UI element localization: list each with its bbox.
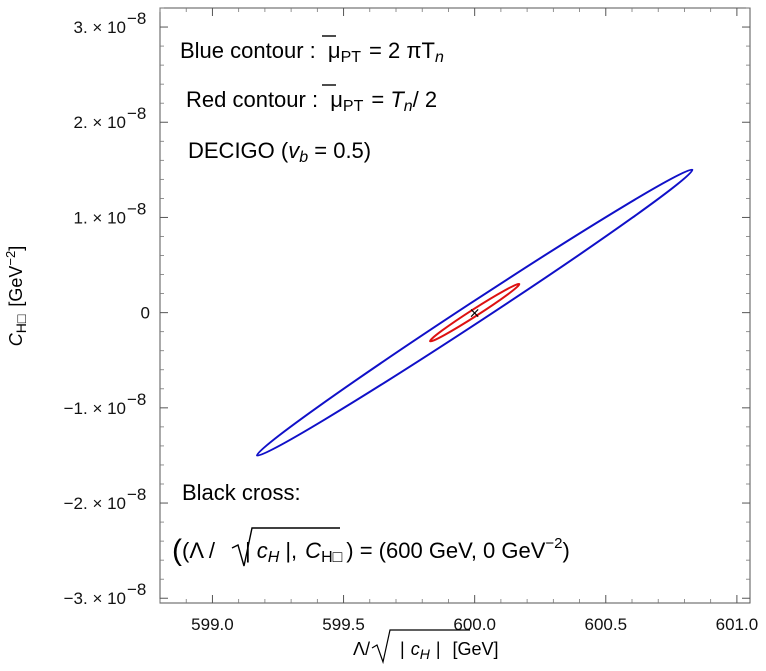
plot-frame — [159, 7, 751, 604]
x-tick-label: 599.0 — [191, 615, 234, 634]
y-tick-label-exponent: −8 — [127, 199, 146, 218]
y-tick-label: 0 — [141, 304, 150, 323]
y-tick-label-exponent: −8 — [127, 485, 146, 504]
sqrt-symbol-xlabel — [371, 629, 470, 665]
x-tick-labels: 599.0 599.5 600.0 600.5 601.0 — [191, 615, 758, 634]
y-tick-label-exponent: −8 — [127, 580, 146, 599]
x-tick-label: 600.0 — [453, 615, 496, 634]
black-cross-marker: × — [469, 306, 481, 322]
x-tick-label: 600.5 — [585, 615, 628, 634]
y-tick-label: −3. × 10 — [64, 589, 126, 608]
y-tick-labels: 3. × 10 −82. × 10 −81. × 10 −80−1. × 10 −8−2… — [64, 9, 150, 608]
x-tick-label: 599.5 — [322, 615, 365, 634]
y-tick-label: 2. × 10 — [74, 113, 126, 132]
y-tick-label-exponent: −8 — [127, 104, 146, 123]
axis-ticks — [159, 7, 750, 603]
red-contour — [429, 282, 521, 343]
y-tick-label: 3. × 10 — [74, 18, 126, 37]
annotation-cross-values: ((Λ / | cH |, CH□) = (600 GeV, 0 GeV−2) — [172, 534, 570, 567]
annotation-blue-contour: Blue contour : μPT = 2 πTn — [180, 38, 444, 66]
x-tick-label: 601.0 — [716, 615, 759, 634]
y-tick-label-exponent: −8 — [127, 390, 146, 409]
annotation-red-contour: Red contour : μPT = Tn/ 2 — [186, 87, 437, 115]
x-axis-title: Λ/| cH | [GeV] — [353, 639, 499, 662]
annotation-cross-title: Black cross: — [182, 480, 301, 505]
y-tick-label: −1. × 10 — [64, 399, 126, 418]
y-tick-label-exponent: −8 — [127, 9, 146, 28]
annotation-decigo: DECIGO (vb = 0.5) — [188, 138, 371, 166]
y-tick-label: −2. × 10 — [64, 494, 126, 513]
sqrt-symbol-cross — [231, 527, 340, 567]
blue-contour — [255, 168, 694, 457]
contours: × — [255, 168, 694, 457]
y-axis-title: CH□[GeV−2] — [3, 246, 29, 346]
y-tick-label: 1. × 10 — [74, 208, 126, 227]
